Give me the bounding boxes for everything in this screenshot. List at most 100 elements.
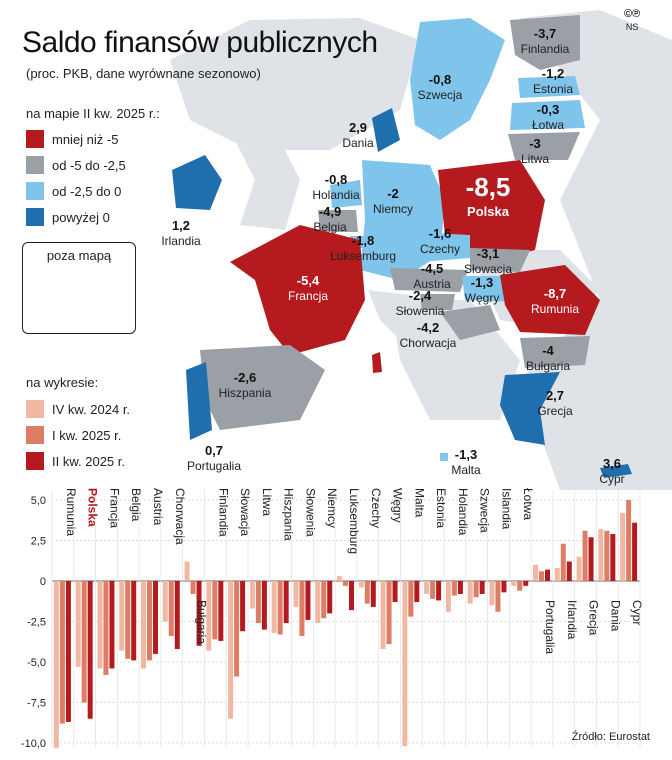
country-holandia bbox=[330, 180, 362, 208]
bar-islandia-s1 bbox=[495, 581, 501, 612]
map-label-country: Grecja bbox=[537, 404, 573, 418]
map-label-value: -3 bbox=[529, 136, 541, 151]
bar-islandia-s0 bbox=[489, 581, 495, 606]
y-tick-label: -10,0 bbox=[21, 738, 46, 750]
country-francja bbox=[230, 225, 365, 355]
map-label-country: Czechy bbox=[420, 242, 460, 256]
map-label-country: Bułgaria bbox=[526, 359, 570, 373]
map-label-value: -4 bbox=[542, 343, 554, 358]
country-finlandia bbox=[510, 15, 580, 70]
bar-słowenia-s1 bbox=[299, 581, 305, 637]
map-legend-item: od -5 do -2,5 bbox=[26, 156, 126, 174]
bar-węgry-s0 bbox=[380, 581, 386, 650]
map-value-labels: -3,7Finlandia-0,8Szwecja-1,2Estonia-0,3Ł… bbox=[161, 26, 624, 486]
x-tick-label: Czechy bbox=[369, 488, 383, 528]
map-label-country: Rumunia bbox=[531, 302, 579, 316]
bar-słowacja-s2 bbox=[240, 581, 246, 632]
bar-węgry-s1 bbox=[386, 581, 392, 645]
x-tick-label: Hiszpania bbox=[282, 488, 296, 541]
bar-malta-s0 bbox=[402, 581, 408, 747]
country-bulgaria bbox=[520, 336, 590, 368]
bar-grecja-s1 bbox=[582, 530, 588, 581]
bar-finlandia-s1 bbox=[212, 581, 218, 640]
bar-hiszpania-s1 bbox=[277, 581, 283, 635]
map-label-value: -1,3 bbox=[471, 275, 493, 290]
bar-niemcy-s2 bbox=[327, 581, 333, 614]
bar-słowacja-s0 bbox=[228, 581, 234, 719]
country-chorwacja bbox=[440, 305, 500, 340]
map-label-value: -3,7 bbox=[534, 26, 556, 41]
map-legend-item: od -2,5 do 0 bbox=[26, 182, 121, 200]
map-label-country: Węgry bbox=[465, 291, 500, 305]
bar-słowenia-s0 bbox=[293, 581, 299, 607]
x-tick-label: Finlandia bbox=[216, 488, 230, 537]
x-tick-label: Francja bbox=[107, 488, 121, 528]
bar-niemcy-s1 bbox=[321, 581, 327, 619]
country-austria bbox=[390, 268, 468, 292]
bar-chorwacja-s1 bbox=[168, 581, 174, 637]
bar-cypr-s0 bbox=[620, 512, 626, 581]
bar-litwa-s1 bbox=[255, 581, 261, 624]
bar-rumunia-s2 bbox=[65, 581, 71, 722]
x-tick-label: Słowacja bbox=[238, 488, 252, 536]
chart-legend-label: I kw. 2025 r. bbox=[52, 427, 122, 443]
bar-słowacja-s1 bbox=[234, 581, 240, 677]
x-tick-label: Austria bbox=[151, 488, 165, 526]
legend-swatch-q1-2025 bbox=[26, 426, 44, 444]
map-label-value: -0,8 bbox=[429, 72, 451, 87]
x-tick-label: Malta bbox=[412, 488, 426, 518]
country-uk bbox=[230, 120, 300, 230]
bar-węgry-s2 bbox=[392, 581, 398, 603]
y-tick-label: -5,0 bbox=[27, 657, 46, 669]
bar-dania-s2 bbox=[610, 534, 616, 581]
map-label-country: Dania bbox=[342, 136, 374, 150]
x-tick-label: Irlandia bbox=[565, 600, 579, 640]
legend-swatch-q4-2024 bbox=[26, 400, 44, 418]
map-legend-label: powyżej 0 bbox=[52, 209, 110, 225]
map-label-country: Austria bbox=[413, 277, 451, 291]
legend-swatch-q2-2025 bbox=[26, 452, 44, 470]
map-label-value: -1,8 bbox=[352, 233, 374, 248]
bar-polska-s1 bbox=[81, 581, 87, 703]
bar-belgia-s0 bbox=[119, 581, 125, 651]
map-label-country: Estonia bbox=[533, 82, 573, 96]
bar-polska-s2 bbox=[87, 581, 93, 719]
bar-holandia-s1 bbox=[451, 581, 457, 596]
bar-chorwacja-s2 bbox=[174, 581, 180, 650]
bar-estonia-s1 bbox=[430, 581, 436, 599]
x-tick-label: Dania bbox=[608, 600, 622, 632]
map-legend-heading: na mapie II kw. 2025 r.: bbox=[26, 106, 160, 121]
bar-cypr-s1 bbox=[626, 500, 632, 581]
bar-francja-s0 bbox=[97, 581, 103, 669]
map-label-value: -3,1 bbox=[477, 246, 499, 261]
x-tick-label: Chorwacja bbox=[173, 488, 187, 545]
bar-litwa-s0 bbox=[249, 581, 255, 609]
x-tick-label: Islandia bbox=[499, 488, 513, 530]
map-label-country: Słowacja bbox=[464, 262, 512, 276]
bar-finlandia-s2 bbox=[218, 581, 224, 641]
legend-swatch-dark-blue bbox=[26, 208, 44, 226]
map-label-value: -1,6 bbox=[429, 226, 451, 241]
chart-legend-item: II kw. 2025 r. bbox=[26, 452, 125, 470]
bar-belgia-s2 bbox=[131, 581, 137, 661]
bar-bułgaria-s0 bbox=[184, 561, 190, 581]
country-belgia bbox=[318, 210, 358, 232]
bar-szwecja-s0 bbox=[467, 581, 473, 604]
map-label-country: Polska bbox=[467, 204, 510, 219]
map-legend-label: od -2,5 do 0 bbox=[52, 183, 122, 199]
bar-łotwa-s0 bbox=[511, 581, 517, 586]
chart-legend-item: IV kw. 2024 r. bbox=[26, 400, 130, 418]
chart-legend-label: II kw. 2025 r. bbox=[52, 453, 125, 469]
legend-swatch-grey bbox=[26, 156, 44, 174]
bar-belgia-s1 bbox=[125, 581, 131, 659]
x-tick-label: Bułgaria bbox=[195, 600, 209, 644]
